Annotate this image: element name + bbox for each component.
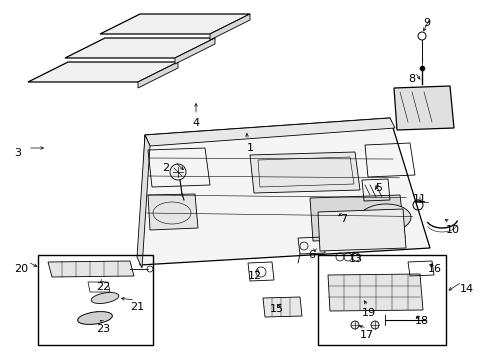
Polygon shape <box>327 274 422 311</box>
Text: 17: 17 <box>359 330 373 340</box>
Polygon shape <box>28 62 178 82</box>
Polygon shape <box>263 297 302 317</box>
Text: 10: 10 <box>445 225 459 235</box>
Text: 11: 11 <box>412 194 426 204</box>
Polygon shape <box>249 152 359 193</box>
Circle shape <box>350 321 358 329</box>
Text: 14: 14 <box>459 284 473 294</box>
Polygon shape <box>65 38 215 58</box>
Polygon shape <box>145 118 394 146</box>
Polygon shape <box>393 86 453 130</box>
Text: 2: 2 <box>162 163 169 173</box>
Text: 13: 13 <box>348 254 362 264</box>
Text: 8: 8 <box>407 74 414 84</box>
Polygon shape <box>100 14 249 34</box>
Text: 15: 15 <box>269 304 284 314</box>
Polygon shape <box>137 135 150 268</box>
Polygon shape <box>148 194 198 230</box>
Text: 20: 20 <box>14 264 28 274</box>
Ellipse shape <box>91 293 119 303</box>
Polygon shape <box>209 14 249 40</box>
Polygon shape <box>138 62 178 88</box>
Text: 23: 23 <box>96 324 110 334</box>
Text: 1: 1 <box>246 143 253 153</box>
Text: 9: 9 <box>422 18 429 28</box>
Text: 19: 19 <box>361 308 375 318</box>
Text: 16: 16 <box>427 264 441 274</box>
Ellipse shape <box>78 311 112 324</box>
Text: 6: 6 <box>307 250 314 260</box>
Polygon shape <box>48 261 134 277</box>
Polygon shape <box>140 118 429 265</box>
Ellipse shape <box>358 204 410 232</box>
Text: 12: 12 <box>247 271 262 281</box>
Polygon shape <box>309 195 404 241</box>
Text: 22: 22 <box>96 282 110 292</box>
Polygon shape <box>317 209 405 251</box>
Text: 3: 3 <box>14 148 21 158</box>
Text: 18: 18 <box>414 316 428 326</box>
Polygon shape <box>175 38 215 64</box>
Bar <box>317 255 445 345</box>
Text: 5: 5 <box>374 183 381 193</box>
Text: 7: 7 <box>339 214 346 224</box>
Text: 21: 21 <box>130 302 144 312</box>
Circle shape <box>370 321 378 329</box>
Bar <box>38 255 153 345</box>
Circle shape <box>170 164 185 180</box>
Text: 4: 4 <box>192 118 199 128</box>
